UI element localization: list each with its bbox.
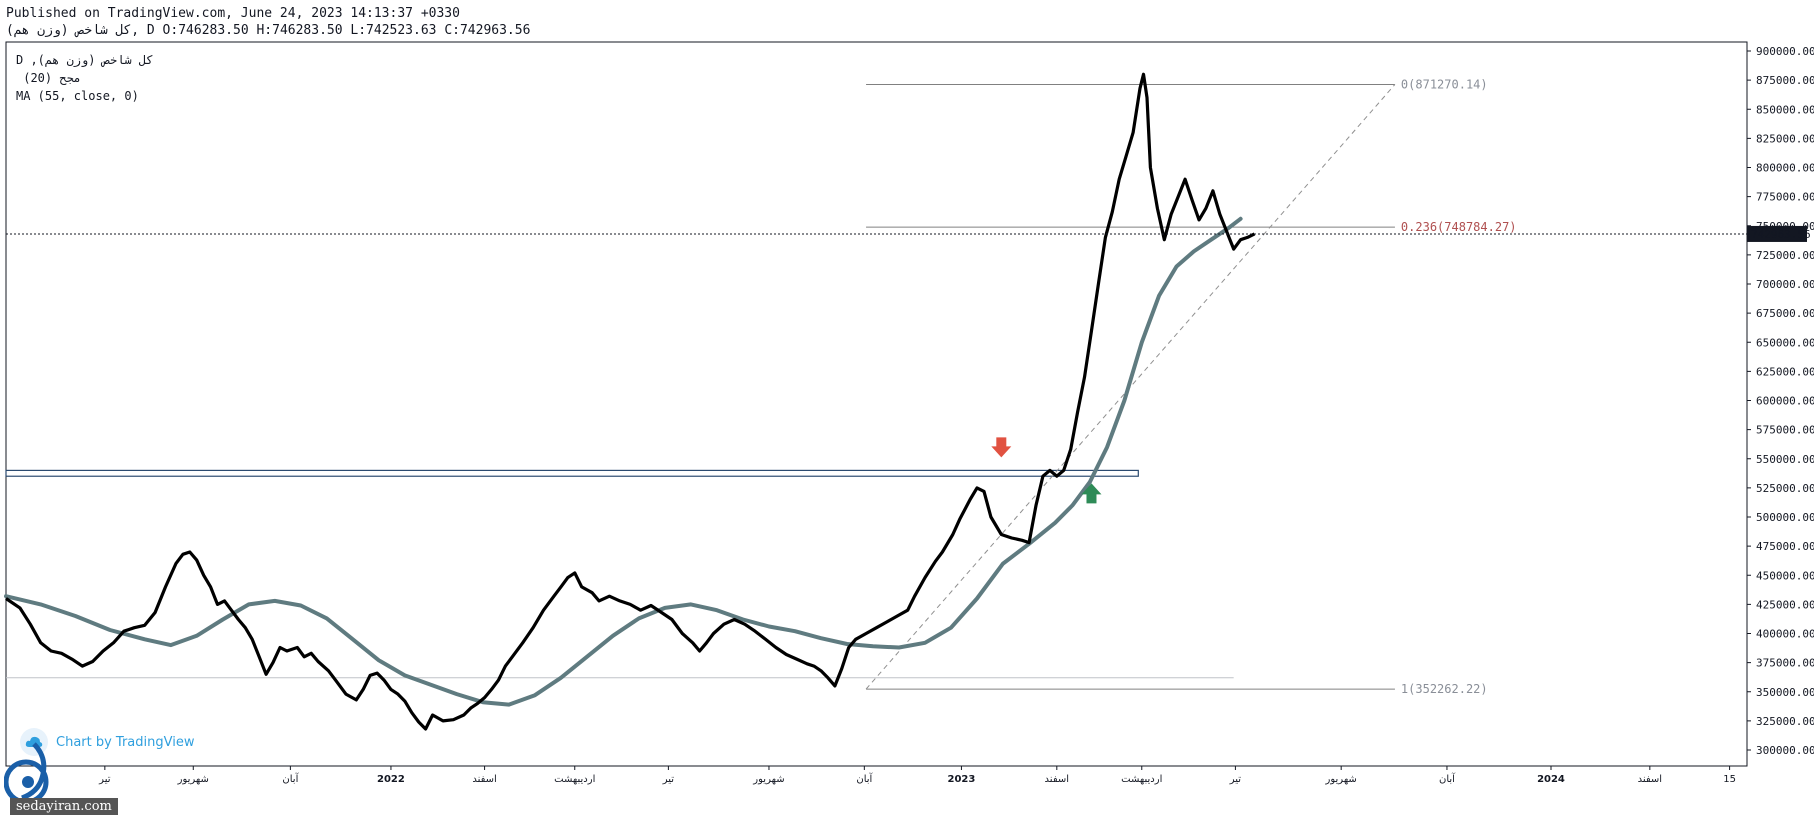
y-tick-label: 525000.00 bbox=[1756, 482, 1814, 495]
y-tick-label: 400000.00 bbox=[1756, 628, 1814, 641]
y-tick-label: 775000.00 bbox=[1756, 191, 1814, 204]
y-tick-label: 675000.00 bbox=[1756, 307, 1814, 320]
x-tick-label: 15 bbox=[1723, 774, 1736, 785]
published-header: Published on TradingView.com, June 24, 2… bbox=[6, 6, 460, 21]
sell-arrow-icon bbox=[991, 437, 1012, 458]
y-tick-label: 475000.00 bbox=[1756, 540, 1814, 553]
tradingview-cloud-icon bbox=[20, 728, 48, 756]
legend-indicator: (20) مجح bbox=[16, 71, 82, 85]
x-tick-label: تیر bbox=[98, 774, 111, 785]
buy-arrow-icon bbox=[1081, 483, 1102, 504]
fib-trend-line bbox=[865, 84, 1396, 690]
y-tick-label: 350000.00 bbox=[1756, 686, 1814, 699]
x-tick-label: آبان bbox=[856, 772, 873, 785]
legend-symbol: D ,(وزن هم) کل شاخص bbox=[16, 53, 154, 67]
watermark-text: Chart by TradingView bbox=[56, 734, 195, 750]
y-tick-label: 825000.00 bbox=[1756, 132, 1814, 145]
x-tick-label: اردیبهشت bbox=[554, 774, 595, 785]
y-tick-label: 425000.00 bbox=[1756, 598, 1814, 611]
ohlc-header: (وزن هم) کل شاخص, D O:746283.50 H:746283… bbox=[6, 23, 531, 38]
x-tick-label: اسفند bbox=[1638, 774, 1662, 785]
x-tick-label: اسفند bbox=[472, 774, 496, 785]
resistance-zone bbox=[5, 469, 1139, 477]
x-tick-label: شهریور bbox=[752, 774, 784, 785]
ma-series-line bbox=[4, 216, 1243, 707]
y-tick-label: 875000.00 bbox=[1756, 74, 1814, 87]
y-tick-label: 575000.00 bbox=[1756, 424, 1814, 437]
y-tick-label: 650000.00 bbox=[1756, 336, 1814, 349]
last-price-badge bbox=[1747, 225, 1807, 242]
x-tick-label: تیر bbox=[1229, 774, 1242, 785]
y-tick-label: 800000.00 bbox=[1756, 162, 1814, 175]
y-tick-label: 500000.00 bbox=[1756, 511, 1814, 524]
fib-level-label: 0.236(748784.27) bbox=[1401, 220, 1517, 234]
fib-level-label: 0(871270.14) bbox=[1401, 77, 1488, 91]
x-tick-label: 2023 bbox=[948, 774, 976, 785]
y-tick-label: 325000.00 bbox=[1756, 715, 1814, 728]
plot-frame bbox=[5, 41, 1748, 767]
x-tick-label: 2022 bbox=[377, 774, 405, 785]
price-series-line bbox=[5, 72, 1256, 731]
y-tick-label: 625000.00 bbox=[1756, 365, 1814, 378]
x-tick-label: تیر bbox=[662, 774, 675, 785]
y-tick-label: 725000.00 bbox=[1756, 249, 1814, 262]
y-tick-label: 850000.00 bbox=[1756, 103, 1814, 116]
y-tick-label: 600000.00 bbox=[1756, 395, 1814, 408]
y-tick-label: 700000.00 bbox=[1756, 278, 1814, 291]
x-tick-label: آبان bbox=[282, 772, 299, 785]
y-tick-label: 550000.00 bbox=[1756, 453, 1814, 466]
last-price-label: 742963.56 bbox=[1751, 228, 1811, 241]
fib-level-label: 1(352262.22) bbox=[1401, 682, 1488, 696]
x-tick-label: آبان bbox=[1439, 772, 1456, 785]
y-tick-label: 300000.00 bbox=[1756, 744, 1814, 757]
x-tick-label: اردیبهشت bbox=[1121, 774, 1162, 785]
x-tick-label: 2024 bbox=[1537, 774, 1565, 785]
x-tick-label: اسفند bbox=[1045, 774, 1069, 785]
legend-ma: MA (55, close, 0) bbox=[16, 89, 139, 103]
sedayiran-logo-icon bbox=[4, 742, 49, 804]
x-tick-label: شهریور bbox=[1325, 774, 1357, 785]
site-name[interactable]: sedayiran.com bbox=[10, 798, 118, 815]
y-tick-label: 900000.00 bbox=[1756, 45, 1814, 58]
x-tick-label: شهریور bbox=[177, 774, 209, 785]
y-tick-label: 450000.00 bbox=[1756, 569, 1814, 582]
y-tick-label: 375000.00 bbox=[1756, 657, 1814, 670]
tradingview-watermark[interactable]: Chart by TradingView bbox=[20, 728, 194, 756]
